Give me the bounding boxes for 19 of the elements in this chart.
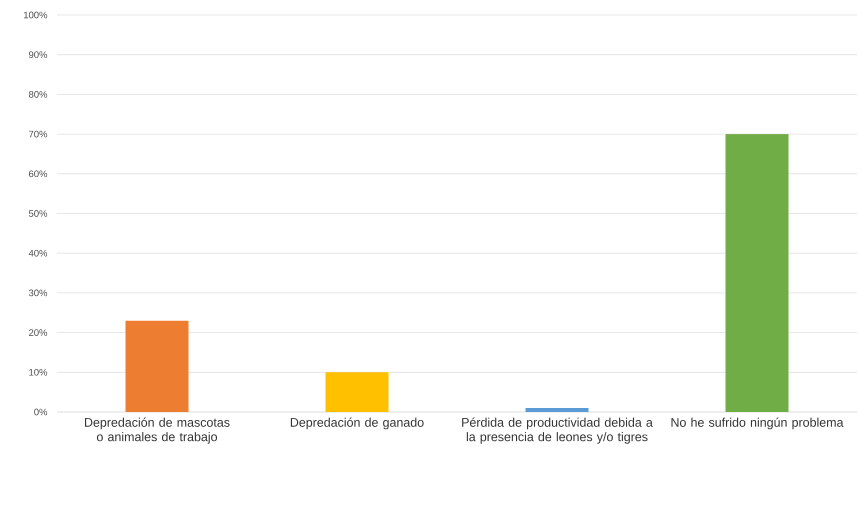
x-tick-label: No he sufrido ningún problema: [671, 418, 844, 430]
bar: [126, 320, 188, 412]
x-tick-label: Pérdida de productividad debida a la presencia de leones y/o tigres: [462, 418, 653, 444]
y-tick-label: 30%: [28, 290, 48, 296]
y-tick-label: 0%: [34, 408, 48, 416]
y-tick-label: 40%: [28, 250, 48, 257]
y-tick-label: 10%: [29, 368, 48, 376]
bar: [526, 408, 589, 412]
x-tick-label: Depredación de mascotas o animales de trabajo: [84, 418, 230, 444]
y-tick-label: 80%: [28, 91, 48, 98]
y-tick-label: 60%: [29, 170, 48, 178]
y-tick-label: 20%: [29, 329, 48, 336]
x-tick-label: Depredación de ganado: [290, 418, 424, 430]
y-tick-label: 90%: [28, 51, 48, 58]
y-tick-label: 100%: [24, 12, 48, 18]
y-tick-label: 50%: [28, 210, 48, 217]
bar: [326, 372, 389, 412]
y-tick-label: 70%: [29, 130, 48, 138]
bar: [726, 134, 789, 412]
